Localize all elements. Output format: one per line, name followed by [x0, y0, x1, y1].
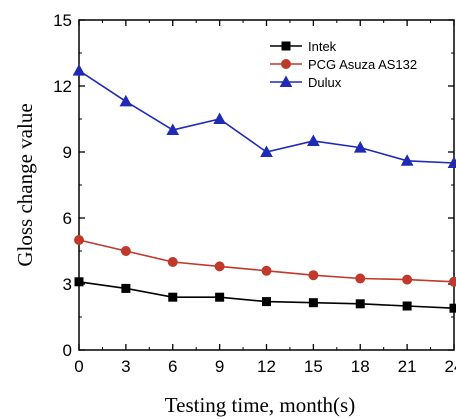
- data-point: [402, 301, 412, 311]
- data-point: [215, 292, 225, 302]
- data-point: [166, 123, 180, 135]
- data-point: [447, 156, 456, 168]
- legend-label: Intek: [308, 39, 337, 54]
- y-tick-label: 3: [63, 275, 72, 294]
- data-point: [307, 134, 320, 146]
- legend-label: PCG Asuza AS132: [308, 57, 417, 72]
- x-tick-label: 21: [398, 357, 417, 376]
- y-tick-label: 15: [53, 11, 72, 30]
- legend-marker: [281, 59, 291, 69]
- x-tick-label: 6: [168, 357, 177, 376]
- data-point: [168, 292, 178, 302]
- data-point: [120, 246, 131, 256]
- legend: Intek PCG Asuza AS132 Dulux: [270, 39, 417, 90]
- data-point: [400, 154, 414, 166]
- x-tick-label: 18: [351, 357, 370, 376]
- y-tick-label: 6: [63, 209, 72, 228]
- x-tick-label: 0: [74, 357, 83, 376]
- data-point: [121, 283, 131, 293]
- legend-entry: Intek: [270, 39, 337, 54]
- x-tick-label: 15: [304, 357, 323, 376]
- data-point: [262, 297, 271, 307]
- series-pcg-asuza-as132: [74, 235, 456, 287]
- data-point: [449, 303, 456, 313]
- x-tick-label: 3: [121, 357, 130, 376]
- data-point: [402, 274, 413, 285]
- data-point: [353, 141, 367, 153]
- legend-marker: [281, 41, 291, 51]
- data-point: [308, 298, 318, 308]
- data-point: [167, 257, 178, 267]
- data-point: [261, 265, 272, 276]
- data-point: [449, 276, 456, 287]
- legend-entry: Dulux: [270, 75, 342, 90]
- data-point: [214, 261, 225, 272]
- series-layer: [72, 64, 456, 313]
- data-point: [74, 235, 84, 245]
- series-intek: [74, 277, 456, 313]
- legend-label: Dulux: [308, 75, 342, 90]
- data-point: [213, 112, 226, 124]
- data-point: [72, 64, 86, 76]
- x-tick-label: 12: [257, 357, 276, 376]
- data-point: [260, 145, 273, 157]
- series-dulux: [72, 64, 456, 168]
- data-point: [119, 94, 133, 107]
- x-tick-label: 24: [445, 357, 456, 376]
- data-point: [308, 270, 319, 281]
- legend-marker: [279, 75, 293, 87]
- y-tick-label: 9: [63, 143, 72, 162]
- y-tick-label: 0: [63, 341, 72, 360]
- x-tick-label: 9: [215, 357, 224, 376]
- y-tick-label: 12: [53, 77, 72, 96]
- data-point: [74, 277, 84, 287]
- axis-ticks: 0 3 6 9 12 15 0 3 6 9 12 15 18 21 24: [53, 11, 456, 376]
- data-point: [355, 299, 365, 309]
- legend-entry: PCG Asuza AS132: [270, 57, 417, 72]
- y-axis-title: Gloss change value: [13, 103, 37, 266]
- data-point: [355, 273, 366, 284]
- x-axis-title: Testing time, month(s): [165, 393, 355, 417]
